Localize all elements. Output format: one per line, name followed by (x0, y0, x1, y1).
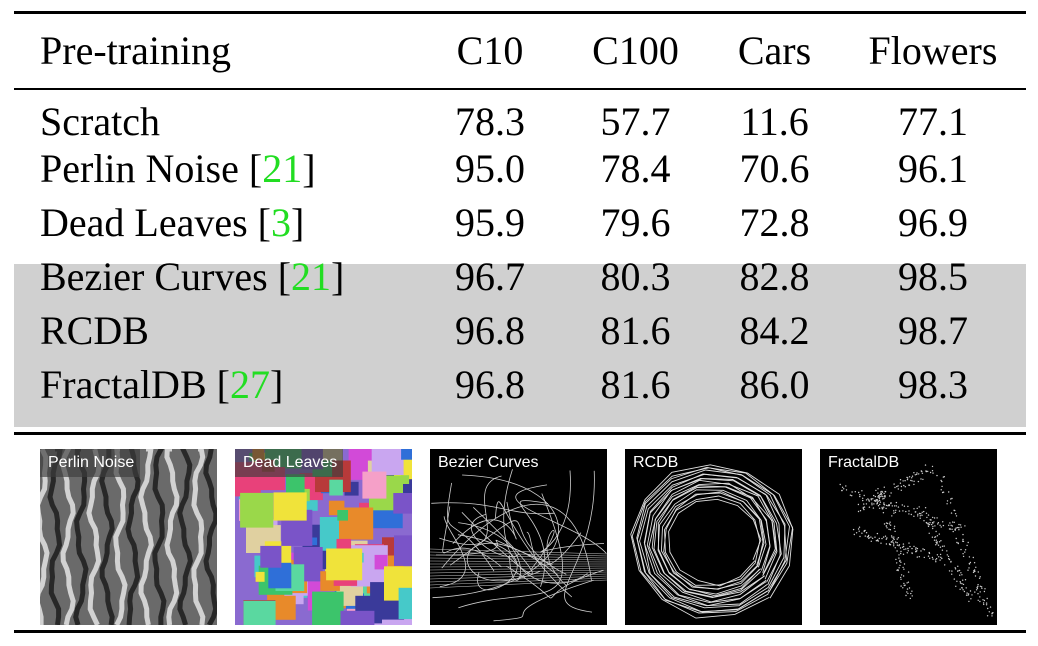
header-rule (14, 88, 1026, 90)
table-bottom-rule (14, 432, 1026, 435)
table-row: Perlin Noise [21] 95.0 78.4 70.6 96.1 (14, 142, 1026, 196)
score-cars: 84.2 (739, 308, 810, 353)
table-row: Bezier Curves [21] 96.7 80.3 82.8 98.5 (14, 250, 1026, 304)
score-flowers: 98.5 (898, 254, 968, 299)
thumbnail-caption: Perlin Noise (40, 449, 141, 477)
score-flowers: 96.1 (898, 146, 968, 191)
score-flowers: 96.9 (898, 200, 968, 245)
method-name: Perlin Noise [21] (40, 146, 316, 191)
method-label: Scratch (40, 99, 160, 144)
score-c10: 95.9 (455, 200, 525, 245)
score-flowers: 98.3 (898, 362, 968, 407)
method-name: Dead Leaves [3] (40, 200, 305, 245)
column-header-c100: C100 (592, 28, 679, 73)
dead-leaves-thumbnail: Dead Leaves (235, 449, 412, 625)
score-c10: 96.7 (455, 254, 525, 299)
score-flowers: 77.1 (898, 99, 968, 144)
score-c10: 96.8 (455, 362, 525, 407)
table-row: Dead Leaves [3] 95.9 79.6 72.8 96.9 (14, 196, 1026, 250)
table-row: FractalDB [27] 96.8 81.6 86.0 98.3 (14, 358, 1026, 412)
score-c100: 78.4 (600, 146, 671, 191)
fractaldb-thumbnail: FractalDB (820, 449, 997, 625)
thumbnail-caption: Bezier Curves (438, 454, 539, 471)
citation-link[interactable]: 21 (262, 146, 303, 191)
highlighted-rows-background (14, 264, 1026, 427)
method-name: FractalDB [27] (40, 362, 284, 407)
score-c100: 81.6 (600, 362, 671, 407)
column-header-flowers: Flowers (868, 28, 998, 73)
header-row: Pre-training C10 C100 Cars Flowers (14, 14, 1026, 88)
figure-bottom-rule (14, 630, 1026, 633)
citation-link[interactable]: 3 (270, 200, 291, 245)
score-c10: 95.0 (455, 146, 525, 191)
score-cars: 11.6 (740, 99, 809, 144)
citation-link[interactable]: 27 (229, 362, 270, 407)
method-label: Perlin Noise (40, 146, 239, 191)
bezier-curves-thumbnail: Bezier Curves (430, 449, 607, 625)
thumbnail-caption: Dead Leaves (235, 449, 344, 477)
score-cars: 70.6 (739, 146, 810, 191)
thumbnail-caption: FractalDB (828, 454, 900, 471)
column-header-pretraining: Pre-training (40, 28, 232, 73)
method-label: RCDB (40, 308, 149, 353)
score-cars: 86.0 (739, 362, 810, 407)
score-flowers: 98.7 (898, 308, 968, 353)
results-table: Pre-training C10 C100 Cars Flowers Scrat… (14, 14, 1026, 412)
score-cars: 82.8 (739, 254, 810, 299)
dataset-examples: Perlin Noise Dead Leaves Bezier Curves R… (0, 449, 1038, 625)
thumbnail-caption: RCDB (633, 454, 679, 471)
score-c100: 81.6 (600, 308, 671, 353)
column-header-c10: C10 (456, 28, 524, 73)
method-name: RCDB (14, 304, 418, 358)
citation-link[interactable]: 21 (291, 254, 332, 299)
method-label: Bezier Curves (40, 254, 268, 299)
score-c100: 57.7 (600, 99, 671, 144)
score-c10: 96.8 (455, 308, 525, 353)
perlin-noise-thumbnail: Perlin Noise (40, 449, 217, 625)
method-label: FractalDB (40, 362, 207, 407)
score-cars: 72.8 (739, 200, 810, 245)
method-name: Bezier Curves [21] (40, 254, 345, 299)
score-c10: 78.3 (455, 99, 525, 144)
table-top-rule (14, 11, 1026, 14)
table-row: Scratch 78.3 57.7 11.6 77.1 (14, 88, 1026, 142)
score-c100: 79.6 (600, 200, 671, 245)
score-c100: 80.3 (600, 254, 671, 299)
rcdb-thumbnail: RCDB (625, 449, 802, 625)
method-label: Dead Leaves (40, 200, 248, 245)
table-row: RCDB 96.8 81.6 84.2 98.7 (14, 304, 1026, 358)
column-header-cars: Cars (737, 28, 812, 73)
method-name: Scratch (14, 88, 418, 142)
